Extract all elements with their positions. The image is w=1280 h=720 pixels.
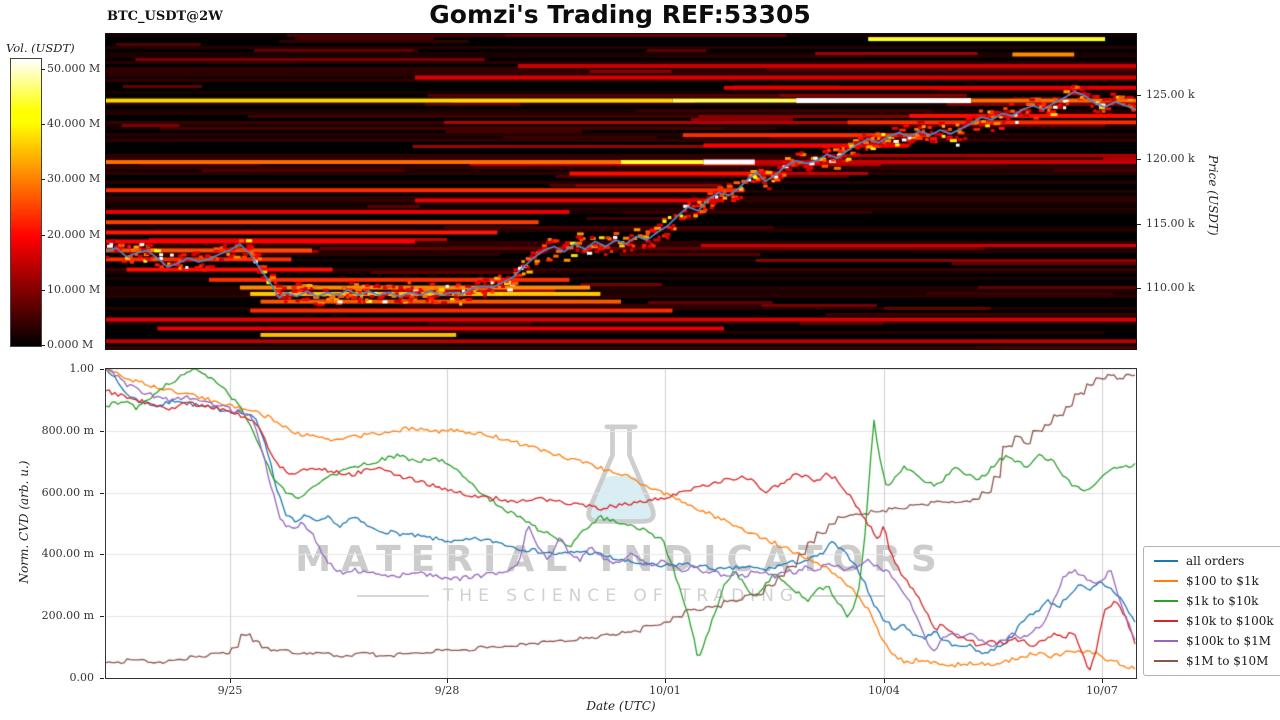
price-tick-mark	[1137, 159, 1141, 161]
colorbar-tick-label: 50.000 M	[47, 62, 101, 76]
legend-swatch	[1154, 640, 1178, 642]
cvd-y-tick-label: 400.00 m	[41, 547, 94, 561]
legend-label: $1k to $10k	[1186, 594, 1259, 608]
price-tick-label: 110.00 k	[1146, 280, 1195, 294]
cvd-y-tick-mark	[100, 369, 104, 370]
cvd-x-tick-mark	[447, 679, 449, 683]
price-tick-mark	[1137, 287, 1141, 289]
legend-item: $100k to $1M	[1154, 634, 1274, 648]
cvd-x-tick-mark	[1102, 679, 1103, 683]
cvd-x-tick-label: 10/04	[868, 684, 900, 697]
cvd-x-tick-mark	[883, 679, 885, 683]
cvd-y-axis-label: Norm. CVD (arb. u.)	[17, 460, 31, 584]
cvd-x-tick-label: 9/25	[217, 684, 243, 697]
cvd-y-tick-label: 0.00	[69, 671, 95, 684]
symbol-label: BTC_USDT@2W	[107, 9, 223, 24]
price-tick-label: 120.00 k	[1146, 152, 1195, 166]
cvd-canvas	[106, 369, 1136, 678]
colorbar-tick-mark	[41, 124, 45, 126]
cvd-x-tick-label: 10/01	[649, 684, 681, 697]
legend-item: all orders	[1154, 554, 1274, 568]
colorbar-tick-label: 0.000 M	[47, 338, 94, 351]
heatmap-plot	[105, 33, 1137, 350]
cvd-plot: MATERIAL INDICATORS THE SCIENCE OF TRADI…	[105, 368, 1137, 679]
legend: all orders $100 to $1k $1k to $10k $10k to …	[1143, 546, 1280, 676]
colorbar-tick-mark	[41, 289, 45, 291]
legend-item: $1M to $10M	[1154, 654, 1274, 668]
cvd-y-tick-label: 800.00 m	[41, 423, 94, 437]
cvd-y-tick-mark	[100, 430, 104, 432]
cvd-y-tick-label: 600.00 m	[41, 485, 94, 499]
legend-label: $1M to $10M	[1186, 654, 1269, 668]
colorbar-tick-label: 20.000 M	[47, 227, 101, 241]
price-tick-label: 115.00 k	[1146, 216, 1195, 230]
legend-swatch	[1154, 560, 1178, 562]
cvd-x-tick-mark	[664, 679, 666, 683]
cvd-y-tick-mark	[100, 678, 104, 679]
legend-swatch	[1154, 600, 1178, 602]
legend-label: $100k to $1M	[1186, 634, 1272, 648]
colorbar-tick-label: 40.000 M	[47, 117, 101, 131]
chart-title: Gomzi's Trading REF:53305	[429, 0, 811, 29]
price-axis-label: Price (USDT)	[1206, 155, 1220, 236]
volume-colorbar	[10, 58, 42, 347]
legend-item: $100 to $1k	[1154, 574, 1274, 588]
colorbar-tick-label: 30.000 M	[47, 172, 101, 186]
legend-label: $100 to $1k	[1186, 574, 1259, 588]
price-tick-mark	[1137, 95, 1141, 97]
colorbar-label: Vol. (USDT)	[6, 41, 75, 55]
heatmap-canvas	[106, 34, 1136, 349]
legend-item: $1k to $10k	[1154, 594, 1274, 608]
cvd-y-tick-mark	[100, 616, 104, 618]
cvd-x-tick-mark	[230, 679, 231, 683]
x-axis-label: Date (UTC)	[586, 699, 656, 713]
cvd-y-tick-mark	[100, 554, 104, 556]
cvd-y-tick-mark	[100, 492, 104, 494]
cvd-y-tick-label: 200.00 m	[41, 609, 94, 623]
legend-label: all orders	[1186, 554, 1245, 568]
price-tick-label: 125.00 k	[1146, 88, 1195, 102]
cvd-x-tick-label: 10/07	[1086, 684, 1118, 697]
legend-label: $10k to $100k	[1186, 614, 1274, 628]
colorbar-tick-label: 10.000 M	[47, 282, 101, 296]
legend-item: $10k to $100k	[1154, 614, 1274, 628]
colorbar-tick-mark	[41, 234, 45, 236]
legend-swatch	[1154, 620, 1178, 622]
colorbar-tick-mark	[41, 179, 45, 181]
legend-swatch	[1154, 580, 1178, 582]
legend-swatch	[1154, 660, 1178, 662]
cvd-y-tick-label: 1.00	[69, 362, 95, 375]
price-tick-mark	[1137, 223, 1141, 225]
colorbar-tick-mark	[41, 69, 45, 71]
colorbar-tick-mark	[41, 345, 45, 346]
cvd-x-tick-label: 9/28	[434, 684, 460, 697]
